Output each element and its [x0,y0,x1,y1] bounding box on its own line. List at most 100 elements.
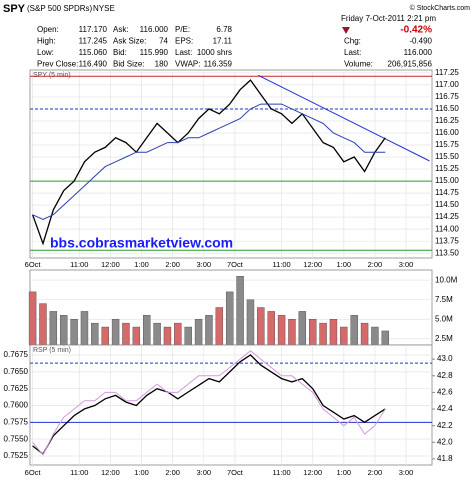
x-tick-label: 1:00 [337,468,352,477]
x-tick-label: 11:00 [70,468,88,477]
x-tick-label: 1:00 [337,260,352,269]
quote-label: Bid Size: [113,60,145,69]
plot-area [29,69,433,259]
quote-value: 180 [155,60,169,69]
quote-label: Ask: [113,25,129,34]
volume-bar [132,326,141,346]
volume-bar [360,322,369,346]
y-tick-label: 7.5M [435,295,453,304]
y2-tick-label: 42.0 [437,437,453,446]
x-tick-label: 2:00 [368,468,383,477]
y-tick-label: 2.5M [435,334,453,343]
quote-label: Prev Close: [37,60,78,69]
y2-tick-label: 42.4 [437,404,453,413]
y-tick-label: 115.75 [435,140,459,149]
quote-value: 115.060 [79,48,108,57]
x-tick-label: 11:00 [272,260,290,269]
y-tick-label: 0.7550 [4,434,29,443]
quote-label: Ask Size: [113,37,146,46]
volume-bar [153,322,161,346]
y-tick-label: 0.7525 [4,451,29,460]
volume-bar [319,322,327,346]
volume-bar [277,315,286,346]
volume-bar [350,315,358,346]
y-tick-label: 114.25 [435,212,459,221]
quote-value: 116.359 [204,60,233,69]
y2-tick-label: 41.8 [437,454,453,463]
change-pct: -0.42% [400,25,432,36]
y-tick-label: 117.00 [435,80,459,89]
quote-label: Open: [37,25,59,34]
x-tick-label: 1:00 [134,468,149,477]
plot-area [29,344,433,466]
quote-value: 116.000 [140,25,169,34]
x-tick-label: 3:00 [196,468,211,477]
quote-label: High: [37,37,56,46]
quote-label: Bid: [113,48,127,57]
volume-bar [340,326,348,346]
volume-bar [111,319,120,346]
quote-value: 6.78 [216,25,232,34]
x-tick-label: 1:00 [134,260,149,269]
quote-value: 17.11 [213,37,233,46]
volume-bar [80,311,89,346]
volume-bar [194,319,203,346]
volume-bar [184,326,192,346]
volume-bar [246,299,255,346]
volume-bar [215,307,224,346]
y2-tick-label: 43.0 [437,354,453,363]
y-tick-label: 115.25 [435,164,459,173]
quote-value: 116.000 [404,48,433,57]
volume-bar [288,319,296,346]
y-tick-label: 0.7650 [4,367,29,376]
x-tick-label: 3:00 [399,468,414,477]
volume-bar [371,326,379,346]
y-tick-label: 116.00 [435,128,459,137]
volume-bar [70,319,78,346]
volume-bar [28,291,37,346]
quote-value: 74 [159,37,168,46]
symbol: SPY [3,3,26,15]
volume-bar [143,315,151,346]
y2-tick-label: 42.2 [437,421,453,430]
panel-title: RSP (5 min) [33,347,71,354]
y-tick-label: 113.75 [435,236,459,245]
y-tick-label: 116.50 [435,104,459,113]
quote-label: P/E: [175,25,190,34]
y-tick-label: 117.25 [435,68,459,77]
quote-value: -0.490 [409,37,432,46]
x-tick-label: 2:00 [165,260,180,269]
trend-line [258,74,430,162]
quote-date: Friday 7-Oct-2011 2:21 pm [341,14,436,23]
volume-bar [163,326,172,346]
y-tick-label: 115.00 [435,176,459,185]
volume-bar [236,276,244,346]
series-line [31,79,386,246]
x-tick-label: 7Oct [227,260,244,269]
y-tick-label: 116.25 [435,116,459,125]
x-tick-label: 2:00 [368,260,383,269]
x-tick-label: 3:00 [399,260,414,269]
quote-value: 117.245 [79,37,108,46]
volume-bar [60,315,68,346]
security-name: (S&P 500 SPDRs) [27,4,93,13]
quote-value: 206,915,856 [388,60,433,69]
volume-bar [49,311,58,346]
y-tick-label: 116.75 [435,92,459,101]
x-tick-label: 11:00 [272,468,290,477]
quote-label: VWAP: [175,60,200,69]
volume-bar [226,291,234,346]
volume-bar [267,311,275,346]
y-tick-label: 0.7600 [4,401,29,410]
volume-bar [205,315,213,346]
y-tick-label: 114.75 [435,188,459,197]
volume-bar [257,307,265,346]
quote-label: Chg: [344,37,361,46]
volume-bar [174,322,182,346]
quote-value: 116.490 [79,60,108,69]
x-tick-label: 2:00 [165,468,180,477]
quote-label: Volume: [344,60,373,69]
volume-bar [91,322,99,346]
y-tick-label: 0.7575 [4,417,29,426]
